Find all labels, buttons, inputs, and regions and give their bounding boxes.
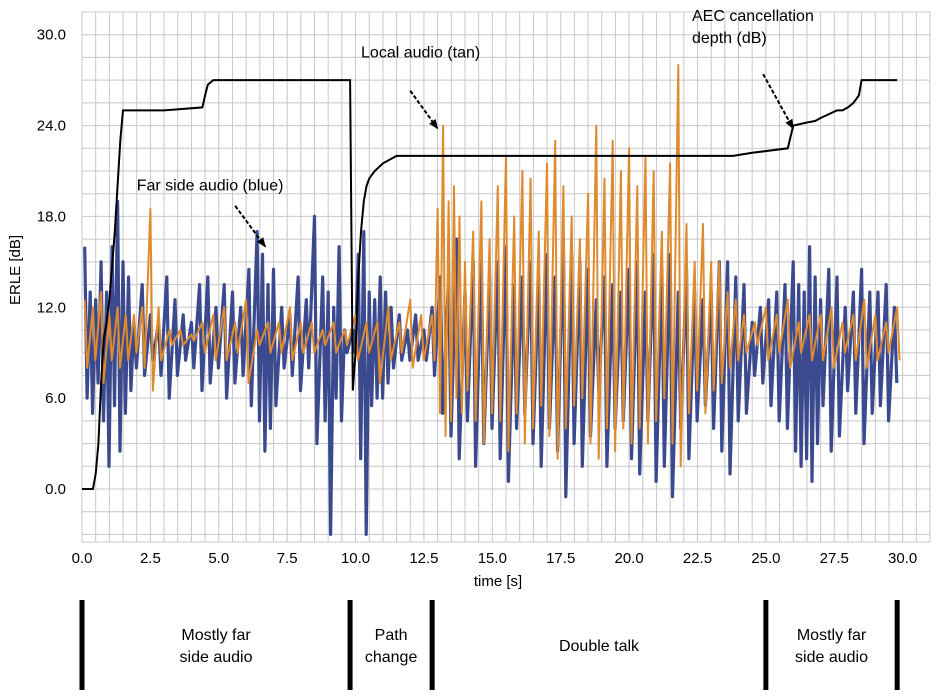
y-tick-label: 12.0 (37, 299, 66, 316)
x-tick-label: 27.5 (820, 550, 849, 567)
x-tick-label: 10.0 (341, 550, 370, 567)
annotation-far-arrow (234, 205, 267, 248)
y-tick-label: 6.0 (45, 390, 66, 407)
segment-strip: Mostly far side audio Path change Double tal… (79, 600, 900, 690)
x-tick-label: 2.5 (140, 550, 161, 567)
segment-label: Mostly far side audio (795, 627, 868, 666)
local-audio-series (83, 64, 901, 468)
y-tick-label: 18.0 (37, 208, 66, 225)
annotation-aec-arrow (762, 73, 795, 130)
segment-label: Path change (365, 627, 418, 666)
x-tick-label: 7.5 (277, 550, 298, 567)
x-tick-label: 12.5 (409, 550, 438, 567)
x-axis-title: time [s] (474, 573, 522, 590)
x-tick-label: 5.0 (208, 550, 229, 567)
grid (81, 11, 931, 543)
y-tick-label: 30.0 (37, 27, 66, 44)
annotation-local-label: Local audio (tan) (361, 44, 480, 61)
y-axis-title: ERLE [dB] (7, 235, 24, 305)
annotation-aec-label: AEC cancellation depth (dB) (692, 8, 814, 47)
x-tick-label: 30.0 (888, 550, 917, 567)
x-tick-label: 22.5 (683, 550, 712, 567)
x-tick-label: 17.5 (546, 550, 575, 567)
y-tick-label: 24.0 (37, 118, 66, 135)
x-tick-label: 0.0 (72, 550, 93, 567)
x-tick-label: 20.0 (614, 550, 643, 567)
segment-label: Double talk (559, 638, 640, 655)
annotation-local-arrow (409, 90, 439, 130)
annotations: Local audio (tan) Far side audio (blue) AE… (137, 8, 814, 248)
y-tick-label: 0.0 (45, 481, 66, 498)
x-tick-label: 15.0 (478, 550, 507, 567)
x-tick-label: 25.0 (751, 550, 780, 567)
segment-label: Mostly far side audio (180, 627, 253, 666)
annotation-far-label: Far side audio (blue) (137, 178, 284, 195)
aec-depth-series (82, 79, 898, 490)
axes: ERLE [dB] time [s] 0.0 2.5 5.0 7.5 10.0 12.5 1… (7, 27, 917, 590)
series-layer (82, 64, 901, 536)
